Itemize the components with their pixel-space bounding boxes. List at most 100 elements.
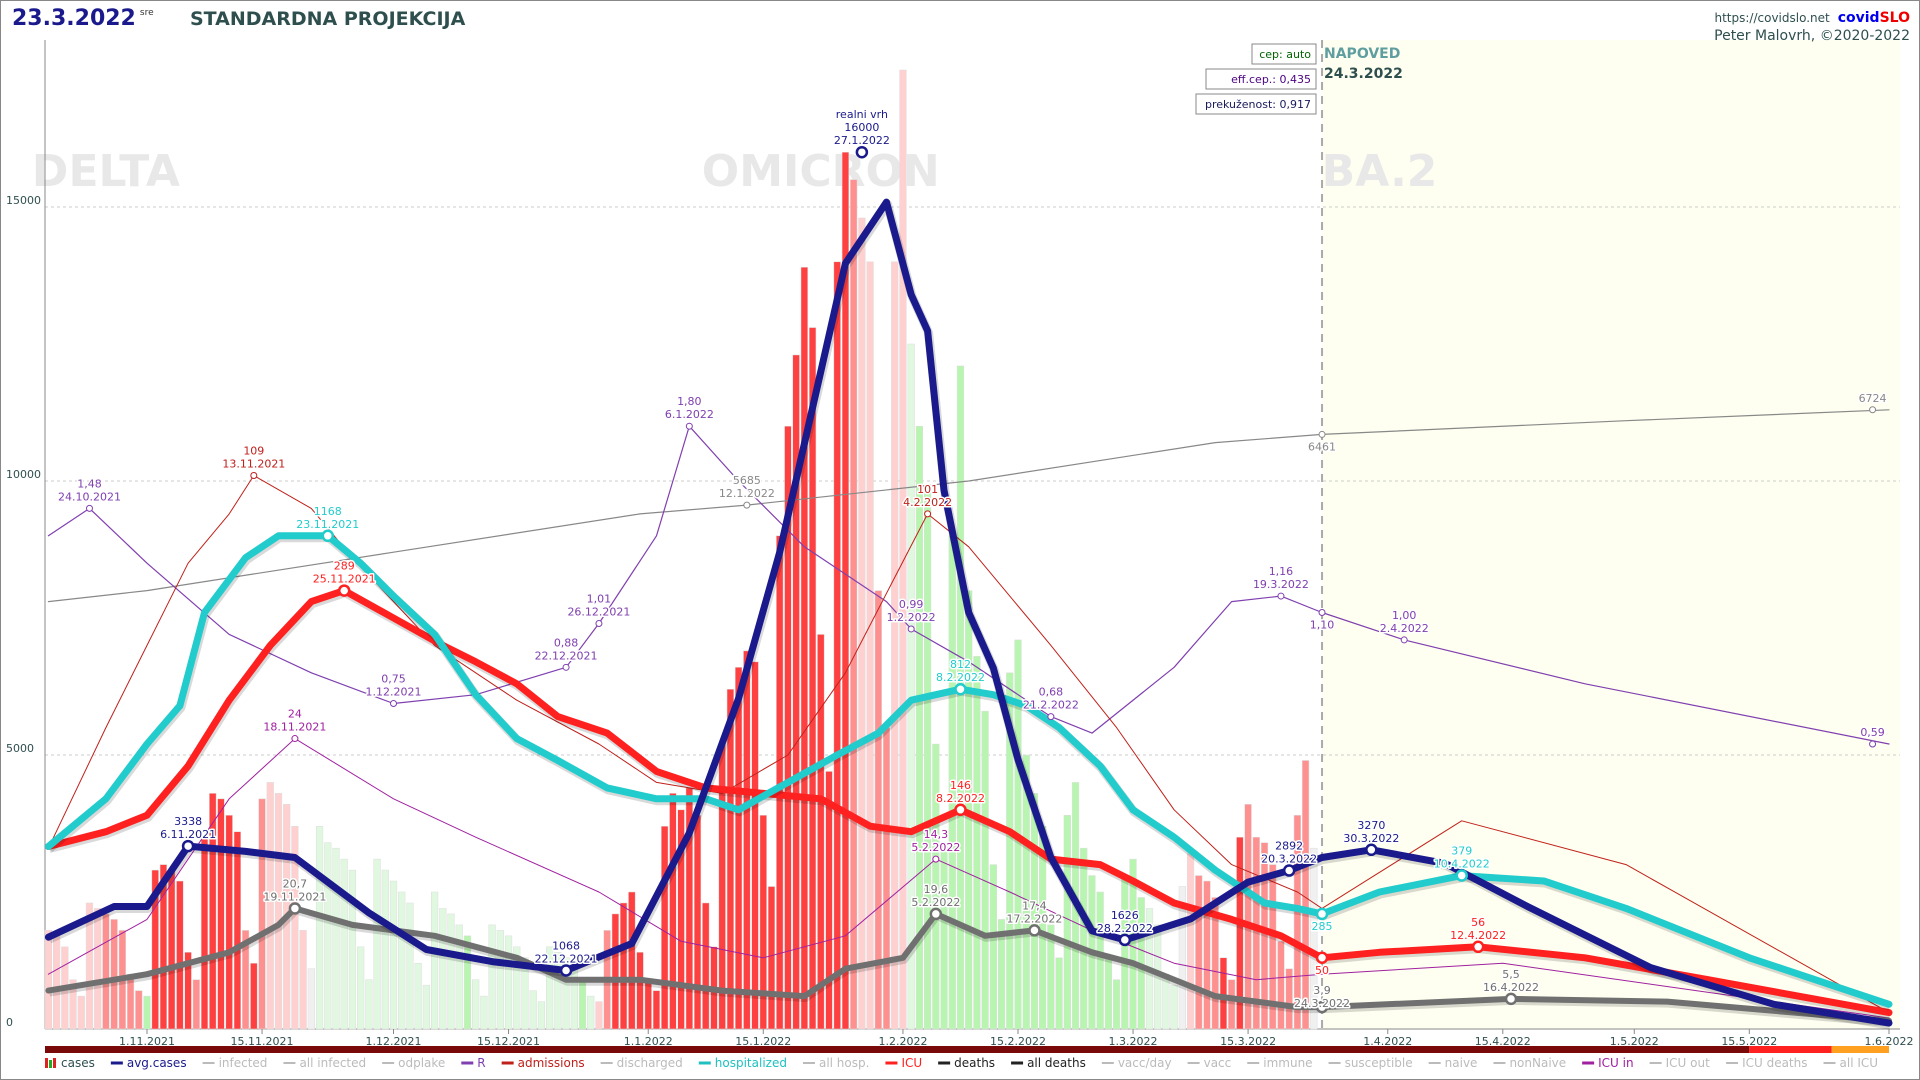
x-tick-label: 1.11.2021 <box>119 1035 175 1048</box>
legend-item-odplake[interactable]: odplake <box>382 1056 445 1070</box>
legend-item-cases[interactable]: cases <box>45 1056 95 1070</box>
cases-bar <box>1022 754 1030 1030</box>
x-tick-label: 1.12.2021 <box>366 1035 422 1048</box>
legend-item-infected[interactable]: infected <box>202 1056 268 1070</box>
cases-bar <box>546 946 554 1030</box>
r-annotation-label: 1,48 <box>77 477 102 490</box>
r-annotation: 0,751.12.2021 <box>364 671 423 700</box>
cases-bar <box>537 1001 546 1030</box>
legend-item-all-deaths[interactable]: all deaths <box>1011 1056 1086 1070</box>
icu-marker <box>337 584 351 597</box>
y-tick-label: 0 <box>6 1016 13 1029</box>
vacc-marker <box>1318 430 1326 438</box>
x-tick-label: 15.5.2022 <box>1721 1035 1777 1048</box>
icu-annotation-label: 25.11.2021 <box>313 573 376 586</box>
deaths-annotation-label: 5,5 <box>1502 968 1520 981</box>
legend-label: hospitalized <box>715 1056 787 1070</box>
legend-item-naive[interactable]: naive <box>1428 1056 1478 1070</box>
cases-bar <box>997 919 1006 1030</box>
admissions-annotation-label: 101 <box>917 483 938 496</box>
cases-bar <box>439 908 447 1030</box>
r-annotation-label: 0,59 <box>1860 726 1885 739</box>
cases-bar <box>677 809 685 1030</box>
legend-item-icu-out[interactable]: ICU out <box>1649 1056 1710 1070</box>
r-annotation: 1,002.4.2022 <box>1378 607 1430 636</box>
cases-bar <box>554 952 562 1030</box>
legend-item-all-hosp-[interactable]: all hosp. <box>802 1056 869 1070</box>
timeline-strip-past <box>45 1046 1750 1053</box>
legend-label: all infected <box>299 1056 366 1070</box>
legend-label: naive <box>1445 1056 1478 1070</box>
x-tick-label: 1.2.2022 <box>878 1035 927 1048</box>
hospitalized-annotation-label: 285 <box>1312 920 1333 933</box>
legend-item-susceptible[interactable]: susceptible <box>1328 1056 1413 1070</box>
x-tick-label: 15.12.2021 <box>477 1035 540 1048</box>
legend-item-r[interactable]: R <box>461 1056 486 1070</box>
legend-item-immune[interactable]: immune <box>1247 1056 1313 1070</box>
legend-item-icu-deaths[interactable]: ICU deaths <box>1726 1056 1808 1070</box>
x-tick-label: 15.1.2022 <box>735 1035 791 1048</box>
legend-item-vacc[interactable]: vacc <box>1187 1056 1232 1070</box>
admissions-annotation-label: 13.11.2021 <box>222 458 285 471</box>
legend-item-discharged[interactable]: discharged <box>600 1056 683 1070</box>
legend-item-icu[interactable]: ICU <box>885 1056 922 1070</box>
x-tick-label: 1.3.2022 <box>1109 1035 1158 1048</box>
cases-bar <box>110 919 118 1030</box>
cases-bar <box>143 995 151 1030</box>
cases-bar <box>233 831 241 1030</box>
hospitalized-annotation-label: 8.2.2022 <box>936 671 985 684</box>
cases-bar <box>808 327 817 1030</box>
cases-bar <box>956 365 965 1030</box>
cases-bar <box>504 935 513 1030</box>
deaths-annotation-label: 17,4 <box>1022 899 1047 912</box>
cases-bar <box>562 957 570 1030</box>
legend-item-all-infected[interactable]: all infected <box>283 1056 366 1070</box>
legend-item-vacc-day[interactable]: vacc/day <box>1101 1056 1172 1070</box>
cases-bar <box>932 743 940 1030</box>
cases-bar <box>430 891 439 1030</box>
source-url[interactable]: https://covidslo.net <box>1714 11 1830 25</box>
legend-item-deaths[interactable]: deaths <box>938 1056 995 1070</box>
legend-item-nonnaive[interactable]: nonNaive <box>1493 1056 1566 1070</box>
x-tick-label: 15.3.2022 <box>1220 1035 1276 1048</box>
cases-bar <box>381 869 389 1030</box>
r-annotation-label: 1,16 <box>1269 565 1294 578</box>
cases-bar <box>168 869 176 1030</box>
cases-bar <box>258 798 266 1030</box>
cases-bar <box>159 864 168 1030</box>
r-marker <box>1047 713 1055 721</box>
cases-bar <box>833 261 841 1030</box>
cases-bar <box>184 952 192 1030</box>
cases-bar <box>858 217 866 1030</box>
cases-bar <box>874 590 882 1030</box>
cases-bar <box>693 815 702 1030</box>
r-marker <box>1277 592 1285 600</box>
legend-item-all-icu[interactable]: all ICU <box>1823 1056 1879 1070</box>
cases-bar <box>422 984 430 1030</box>
legend-item-hospitalized[interactable]: hospitalized <box>698 1056 787 1070</box>
icu_in-annotation: 14,35.2.2022 <box>910 827 962 856</box>
avg_cases-marker <box>1282 864 1296 877</box>
cases-bar <box>1301 760 1310 1030</box>
legend-item-avg-cases[interactable]: avg.cases <box>110 1056 187 1070</box>
avg_cases-annotation-label: 28.2.2022 <box>1097 922 1153 935</box>
cases-bar <box>1055 957 1063 1030</box>
timeline-strip-end <box>1831 1046 1889 1053</box>
r-annotation: 1,806.1.2022 <box>663 394 715 423</box>
avg_cases-annotation-label: 1626 <box>1111 909 1139 922</box>
cases-bar <box>726 688 735 1030</box>
cases-bar <box>299 930 307 1030</box>
cases-bar <box>915 425 924 1030</box>
legend-item-icu-in[interactable]: ICU in <box>1582 1056 1634 1070</box>
legend-label: cases <box>61 1056 95 1070</box>
r-annotation-label: 0,75 <box>381 672 406 685</box>
legend-item-admissions[interactable]: admissions <box>501 1056 585 1070</box>
cases-bar <box>135 990 143 1030</box>
r-annotation-label: 0,99 <box>899 598 924 611</box>
avg_cases-marker <box>559 964 573 977</box>
